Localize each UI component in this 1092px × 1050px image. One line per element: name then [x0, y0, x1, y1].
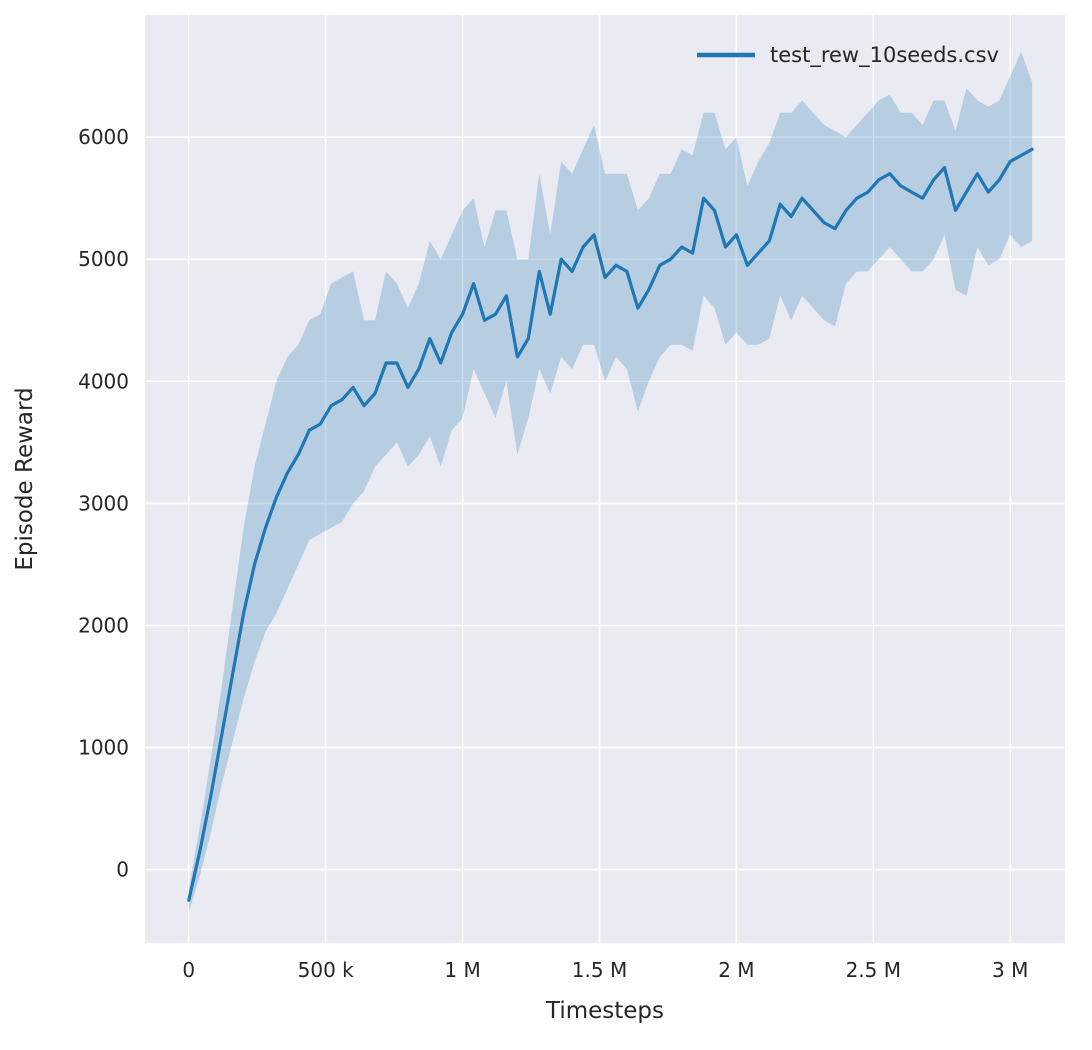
x-tick-label: 1.5 M: [572, 958, 627, 982]
legend: test_rew_10seeds.csv: [697, 43, 999, 68]
y-tick-label: 3000: [78, 491, 129, 515]
y-tick-label: 1000: [78, 736, 129, 760]
x-tick-label: 500 k: [298, 958, 355, 982]
legend-label: test_rew_10seeds.csv: [770, 43, 999, 68]
y-tick-label: 6000: [78, 125, 129, 149]
plot-area: [145, 15, 1065, 943]
mean-line: [187, 147, 1034, 902]
x-axis-label: Timesteps: [545, 998, 664, 1024]
gridlines: [145, 15, 1065, 943]
x-tick-label: 2 M: [718, 958, 754, 982]
y-tick-label: 4000: [78, 369, 129, 393]
x-tick-label: 2.5 M: [846, 958, 901, 982]
x-tick-label: 0: [182, 958, 195, 982]
y-tick-label: 2000: [78, 614, 129, 638]
confidence-band: [188, 51, 1033, 913]
x-tick-label: 3 M: [992, 958, 1028, 982]
x-tick-label: 1 M: [444, 958, 480, 982]
y-axis-label: Episode Reward: [12, 387, 38, 570]
mean-line-path: [187, 147, 1034, 902]
y-tick-label: 0: [116, 858, 129, 882]
y-tick-label: 5000: [78, 247, 129, 271]
x-tick-labels: 0 500 k 1 M 1.5 M 2 M 2.5 M 3 M: [182, 958, 1028, 982]
y-tick-labels: 0 1000 2000 3000 4000 5000 6000: [78, 125, 129, 882]
confidence-band-region: [188, 51, 1033, 913]
